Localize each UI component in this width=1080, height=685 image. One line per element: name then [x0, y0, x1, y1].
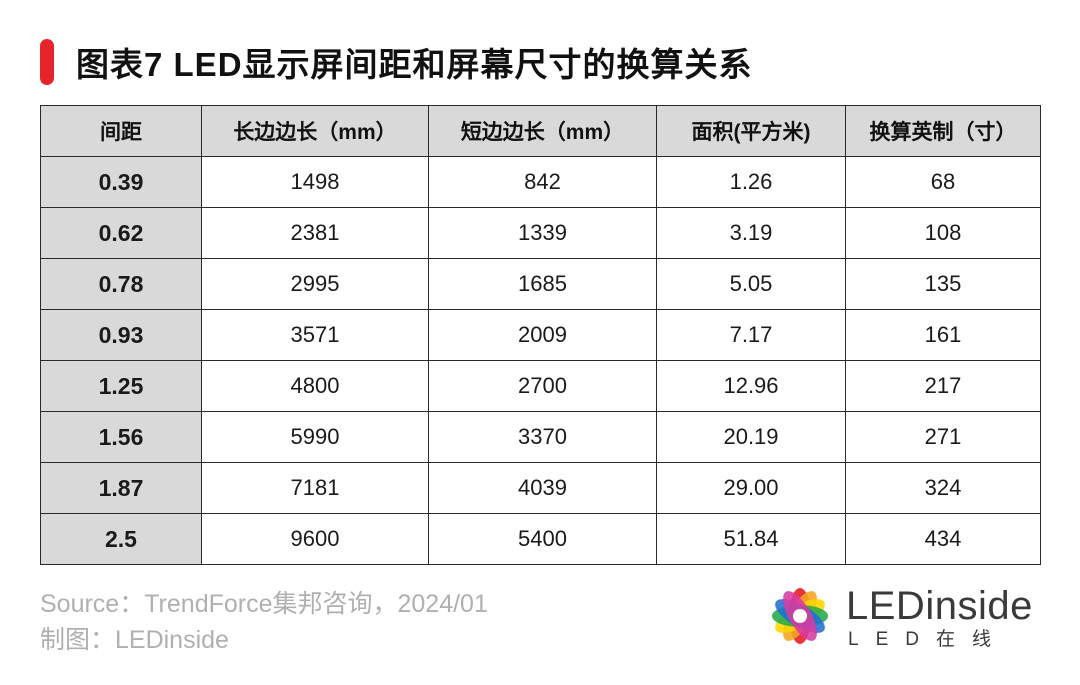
table-cell: 3.19 — [656, 207, 846, 259]
source-block: Source：TrendForce集邦咨询，2024/01 制图：LEDinsi… — [40, 586, 488, 658]
page-title-row: 图表7 LED显示屏间距和屏幕尺寸的换算关系 — [40, 36, 753, 88]
page-title: 图表7 LED显示屏间距和屏幕尺寸的换算关系 — [76, 46, 753, 83]
table-cell: 51.84 — [656, 513, 846, 565]
column-header-spacing: 间距 — [40, 105, 202, 157]
table-cell: 9600 — [201, 513, 429, 565]
table-cell: 29.00 — [656, 462, 846, 514]
row-spacing-cell: 1.87 — [40, 462, 202, 514]
column-header-area: 面积(平方米) — [656, 105, 846, 157]
table-cell: 12.96 — [656, 360, 846, 412]
row-spacing-cell: 1.25 — [40, 360, 202, 412]
data-table: 间距 长边边长（mm） 短边边长（mm） 面积(平方米) 换算英制（寸） 0.3… — [40, 105, 1041, 565]
table-cell: 1685 — [428, 258, 657, 310]
table-cell: 271 — [845, 411, 1041, 463]
table-row: 1.87 7181 4039 29.00 324 — [40, 462, 1041, 514]
row-spacing-cell: 2.5 — [40, 513, 202, 565]
column-header-inch: 换算英制（寸） — [845, 105, 1041, 157]
table-cell: 161 — [845, 309, 1041, 361]
table-row: 0.39 1498 842 1.26 68 — [40, 156, 1041, 208]
row-spacing-cell: 0.78 — [40, 258, 202, 310]
table-row: 0.62 2381 1339 3.19 108 — [40, 207, 1041, 259]
brand-logo: LEDinside LED在线 — [762, 578, 1052, 662]
logo-wordmark: LEDinside — [846, 584, 1033, 628]
table-cell: 5990 — [201, 411, 429, 463]
ledinside-logo-icon — [772, 588, 828, 644]
table-header-row: 间距 长边边长（mm） 短边边长（mm） 面积(平方米) 换算英制（寸） — [40, 105, 1041, 157]
column-header-short-side: 短边边长（mm） — [428, 105, 657, 157]
table-cell: 4800 — [201, 360, 429, 412]
table-row: 2.5 9600 5400 51.84 434 — [40, 513, 1041, 565]
table-cell: 7.17 — [656, 309, 846, 361]
table-row: 0.78 2995 1685 5.05 135 — [40, 258, 1041, 310]
title-accent-bar — [40, 39, 54, 85]
row-spacing-cell: 0.93 — [40, 309, 202, 361]
table-cell: 68 — [845, 156, 1041, 208]
table-cell: 5.05 — [656, 258, 846, 310]
table-cell: 20.19 — [656, 411, 846, 463]
logo-subtitle: LED在线 — [848, 629, 1008, 650]
made-by-text: 制图：LEDinside — [40, 626, 229, 654]
table-cell: 217 — [845, 360, 1041, 412]
table-cell: 324 — [845, 462, 1041, 514]
table-cell: 3571 — [201, 309, 429, 361]
table-cell: 434 — [845, 513, 1041, 565]
table-cell: 2700 — [428, 360, 657, 412]
table-cell: 2995 — [201, 258, 429, 310]
table-cell: 1.26 — [656, 156, 846, 208]
row-spacing-cell: 1.56 — [40, 411, 202, 463]
column-header-long-side: 长边边长（mm） — [201, 105, 429, 157]
table-cell: 108 — [845, 207, 1041, 259]
table-cell: 2009 — [428, 309, 657, 361]
table-cell: 135 — [845, 258, 1041, 310]
table-cell: 1339 — [428, 207, 657, 259]
source-text: Source：TrendForce集邦咨询，2024/01 — [40, 590, 488, 618]
table-cell: 1498 — [201, 156, 429, 208]
table-row: 0.93 3571 2009 7.17 161 — [40, 309, 1041, 361]
row-spacing-cell: 0.39 — [40, 156, 202, 208]
table-cell: 842 — [428, 156, 657, 208]
row-spacing-cell: 0.62 — [40, 207, 202, 259]
table-cell: 7181 — [201, 462, 429, 514]
table-cell: 5400 — [428, 513, 657, 565]
table-cell: 2381 — [201, 207, 429, 259]
table-row: 1.56 5990 3370 20.19 271 — [40, 411, 1041, 463]
table-row: 1.25 4800 2700 12.96 217 — [40, 360, 1041, 412]
table-cell: 4039 — [428, 462, 657, 514]
table-cell: 3370 — [428, 411, 657, 463]
